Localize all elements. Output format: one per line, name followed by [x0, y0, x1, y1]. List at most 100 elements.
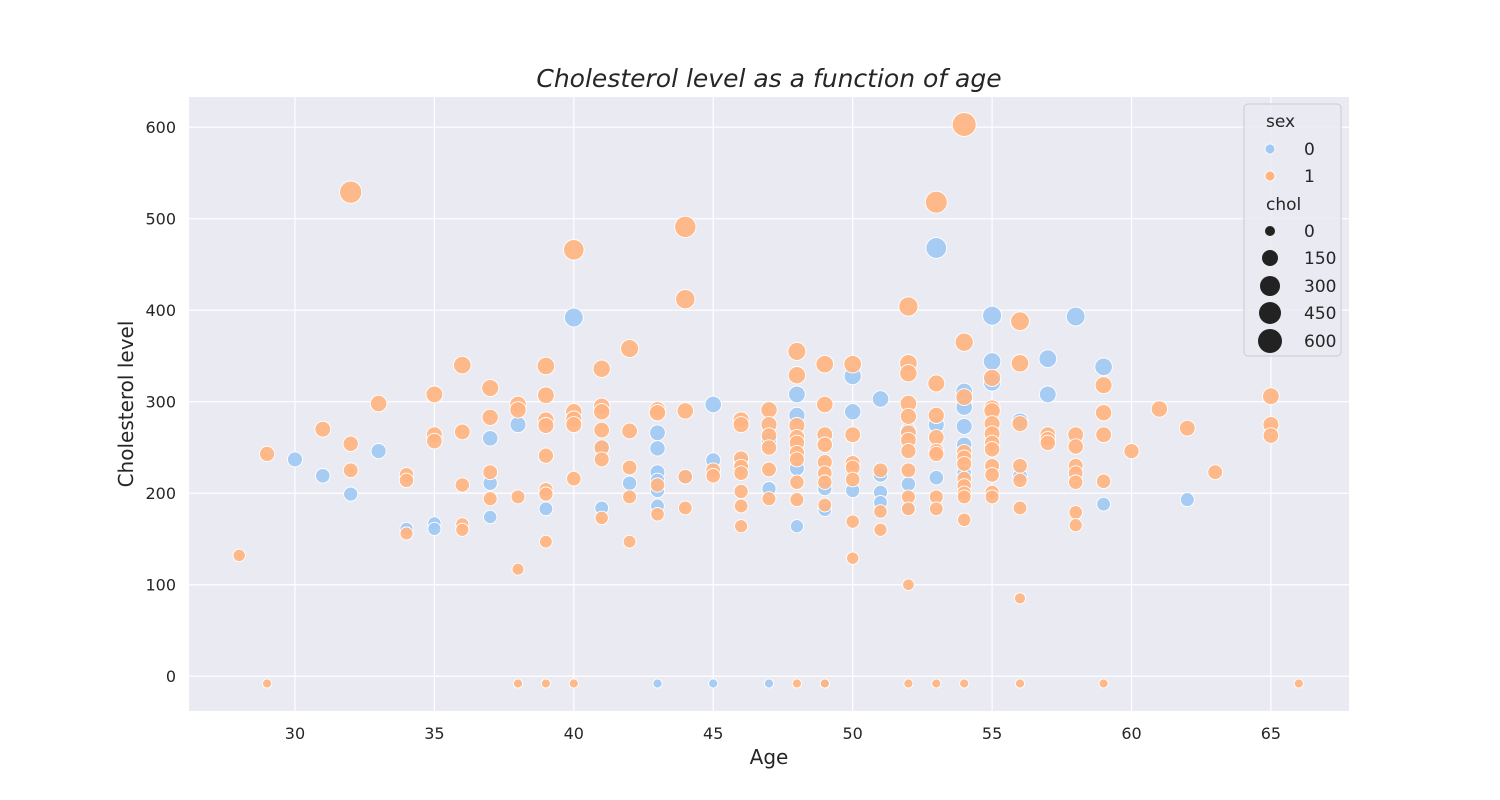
- data-point-sex-1: [1095, 426, 1112, 444]
- x-tick-label: 50: [842, 724, 862, 743]
- data-point-sex-1: [511, 562, 525, 576]
- data-point-sex-0: [982, 305, 1003, 326]
- x-tick-label: 60: [1121, 724, 1141, 743]
- data-point-sex-1: [900, 462, 917, 479]
- data-point-sex-1: [846, 551, 860, 565]
- chart-title: Cholesterol level as a function of age: [536, 64, 1001, 93]
- data-point-sex-1: [482, 491, 498, 507]
- data-point-sex-1: [314, 420, 332, 438]
- data-point-sex-1: [819, 678, 830, 689]
- data-point-sex-1: [761, 461, 777, 478]
- data-point-sex-1: [674, 215, 697, 239]
- legend-size-label-300: 300: [1304, 277, 1336, 297]
- data-point-sex-1: [649, 477, 666, 493]
- data-point-sex-1: [675, 289, 696, 310]
- data-point-sex-1: [844, 426, 862, 444]
- legend-size-marker-300: [1260, 276, 1280, 296]
- data-point-sex-1: [956, 489, 972, 505]
- data-point-sex-1: [454, 477, 470, 493]
- data-point-sex-1: [789, 492, 805, 508]
- data-point-sex-1: [1098, 678, 1109, 689]
- data-point-sex-1: [872, 462, 889, 479]
- data-point-sex-1: [816, 395, 834, 414]
- legend-size-label-600: 600: [1304, 332, 1336, 352]
- y-tick-label: 200: [145, 484, 176, 503]
- data-point-sex-1: [1178, 419, 1196, 437]
- data-point-sex-0: [763, 678, 775, 689]
- data-point-sex-1: [789, 474, 805, 490]
- data-point-sex-1: [983, 368, 1002, 387]
- data-point-sex-0: [563, 307, 584, 328]
- y-axis-ticks: 0 100 200 300 400 500 600: [145, 118, 176, 686]
- data-point-sex-1: [677, 500, 693, 516]
- legend-marker-sex-0: [1264, 143, 1276, 155]
- data-point-sex-1: [928, 501, 944, 517]
- data-point-sex-1: [928, 445, 945, 462]
- data-point-sex-1: [1207, 464, 1224, 481]
- data-point-sex-1: [453, 355, 472, 375]
- data-point-sex-0: [315, 468, 331, 484]
- data-point-sex-1: [816, 436, 833, 453]
- data-point-sex-1: [732, 416, 750, 434]
- data-point-sex-1: [621, 422, 638, 440]
- data-point-sex-1: [592, 359, 611, 378]
- data-point-sex-1: [734, 519, 749, 534]
- data-point-sex-1: [339, 180, 363, 204]
- data-point-sex-1: [455, 522, 470, 537]
- data-point-sex-1: [594, 510, 609, 526]
- data-point-sex-0: [649, 424, 666, 442]
- data-point-sex-0: [538, 501, 554, 517]
- data-point-sex-0: [343, 486, 359, 502]
- data-point-sex-1: [761, 491, 777, 507]
- data-point-sex-1: [563, 239, 585, 261]
- data-point-sex-1: [705, 468, 721, 484]
- y-tick-label: 0: [166, 667, 176, 686]
- y-tick-label: 300: [145, 393, 176, 412]
- data-point-sex-1: [760, 401, 778, 419]
- data-point-sex-0: [287, 451, 303, 468]
- data-point-sex-0: [649, 440, 666, 457]
- data-point-sex-1: [959, 678, 970, 689]
- data-point-sex-0: [955, 417, 973, 435]
- data-point-sex-0: [1179, 492, 1195, 508]
- data-point-sex-1: [342, 435, 359, 452]
- data-point-sex-1: [1150, 400, 1169, 418]
- data-point-sex-1: [1012, 500, 1028, 516]
- data-point-sex-1: [540, 678, 551, 689]
- data-point-sex-1: [537, 417, 555, 434]
- data-point-sex-1: [927, 374, 946, 393]
- data-point-sex-1: [1010, 354, 1030, 373]
- data-point-sex-1: [760, 439, 778, 456]
- data-point-sex-1: [539, 534, 553, 549]
- legend-size-label-450: 450: [1304, 304, 1336, 324]
- data-point-sex-0: [1094, 357, 1113, 377]
- data-point-sex-0: [1065, 306, 1086, 327]
- data-point-sex-1: [648, 404, 667, 422]
- data-point-sex-0: [1038, 349, 1058, 369]
- data-point-sex-1: [1123, 443, 1140, 460]
- data-point-sex-1: [924, 190, 948, 214]
- data-point-sex-1: [815, 354, 835, 374]
- x-axis-ticks: 30 35 40 45 50 55 60 65: [285, 724, 1281, 743]
- x-tick-label: 55: [982, 724, 1002, 743]
- data-point-sex-1: [844, 471, 861, 488]
- data-point-sex-1: [954, 332, 974, 352]
- data-point-sex-1: [1012, 472, 1028, 489]
- y-axis-label: Cholesterol level: [114, 321, 138, 488]
- legend-size-label-0: 0: [1304, 222, 1315, 242]
- data-point-sex-1: [733, 483, 749, 499]
- x-tick-label: 45: [703, 724, 723, 743]
- data-point-sex-1: [956, 455, 973, 472]
- data-point-sex-1: [677, 468, 694, 485]
- data-point-sex-1: [426, 432, 443, 450]
- data-point-sex-0: [427, 521, 442, 536]
- data-point-sex-1: [1010, 311, 1030, 332]
- data-point-sex-1: [1011, 415, 1029, 433]
- data-point-sex-1: [928, 429, 945, 446]
- data-point-sex-0: [1096, 496, 1111, 512]
- data-point-sex-0: [925, 237, 948, 259]
- data-point-sex-1: [565, 416, 583, 434]
- data-point-sex-1: [537, 386, 555, 405]
- legend-size-marker-150: [1262, 250, 1278, 266]
- data-point-sex-1: [259, 445, 276, 462]
